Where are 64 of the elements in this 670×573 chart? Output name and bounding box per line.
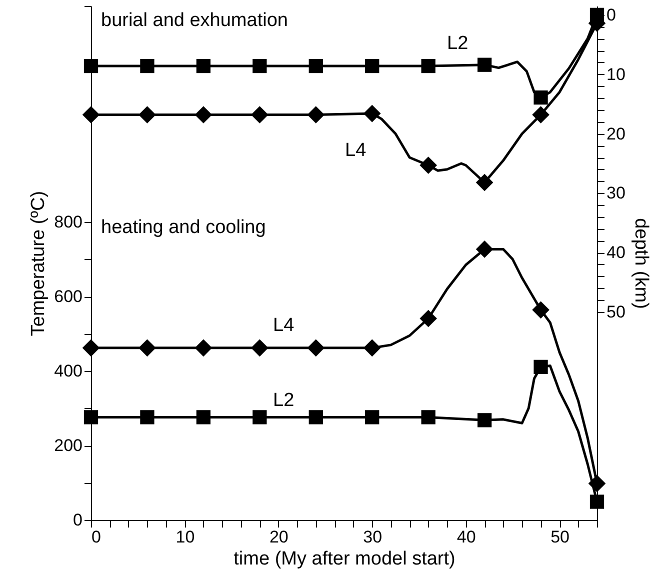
point [138, 339, 156, 357]
annotation: heating and cooling [101, 217, 266, 238]
point [477, 413, 492, 428]
point [251, 106, 268, 124]
point [307, 106, 325, 124]
point [84, 410, 98, 424]
point [84, 58, 98, 74]
y-tick-label: 200 [54, 436, 82, 456]
y-tick-label: 800 [54, 212, 82, 232]
point [532, 106, 550, 124]
point [477, 58, 492, 72]
point [82, 106, 100, 124]
point [421, 58, 436, 74]
y2-tick-label: 40 [606, 243, 626, 262]
x-tick-label: 50 [550, 528, 570, 546]
point [196, 58, 211, 74]
annotation: L4 [273, 315, 295, 336]
y2-tick-label: 10 [606, 64, 626, 84]
point [365, 410, 380, 424]
y2-axis-title: depth (km) [630, 218, 652, 309]
point [476, 174, 494, 192]
point [194, 339, 212, 357]
x-tick-label: 40 [456, 528, 476, 546]
point [363, 104, 381, 122]
annotation: L2 [447, 33, 468, 54]
point [252, 410, 267, 424]
point [138, 106, 156, 124]
point [532, 301, 550, 319]
point [590, 494, 604, 509]
point [82, 339, 100, 357]
x-tick-label: 30 [363, 528, 382, 546]
point [140, 410, 154, 424]
point [196, 410, 211, 424]
y-axis-title: Temperature (ºC) [28, 190, 50, 336]
point [252, 58, 267, 74]
annotation: L2 [273, 390, 294, 411]
x-tick-label: 0 [92, 528, 101, 546]
point [365, 58, 380, 74]
y2-tick-label: 50 [606, 302, 626, 322]
y-tick-label: 400 [54, 362, 82, 381]
y-tick-label: 600 [54, 287, 82, 306]
x-axis-title: time (My after model start) [234, 548, 456, 570]
y2-tick-label: 0 [606, 5, 616, 24]
point [251, 339, 268, 357]
annotation: burial and exhumation [101, 10, 288, 31]
x-tick-label: 20 [269, 528, 288, 546]
y-tick-label: 0 [73, 510, 82, 530]
y2-tick-label: 20 [606, 124, 626, 144]
y2-tick-label: 30 [606, 184, 626, 203]
x-tick-label: 10 [176, 528, 195, 546]
point [534, 90, 548, 105]
point [194, 106, 212, 124]
point [588, 474, 606, 492]
point [307, 339, 325, 357]
point [476, 240, 494, 258]
annotation: L4 [345, 140, 367, 161]
point [421, 410, 436, 424]
point [420, 310, 437, 328]
point [308, 58, 323, 74]
point [534, 360, 548, 374]
point [140, 58, 154, 74]
point [420, 156, 437, 174]
point [363, 339, 381, 357]
point [308, 410, 323, 424]
